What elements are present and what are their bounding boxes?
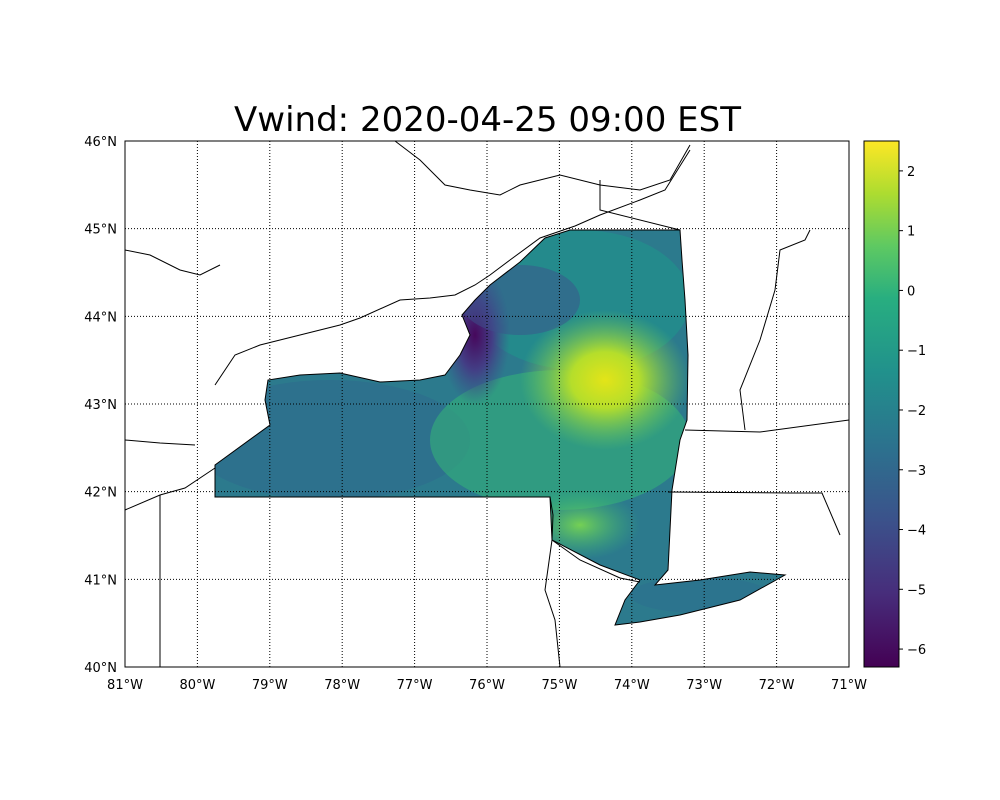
y-tick-label: 45°N (84, 223, 117, 238)
y-tick-label: 43°N (84, 398, 117, 413)
x-tick-label: 79°W (252, 678, 288, 693)
colorbar (863, 140, 900, 668)
gridlines (125, 141, 849, 667)
x-tick-label: 76°W (469, 678, 505, 693)
colorbar-tick-label: 2 (907, 165, 915, 180)
coastlines (124, 140, 850, 668)
y-tick-label: 46°N (84, 135, 117, 150)
x-tick-label: 78°W (324, 678, 360, 693)
colorbar-tick-label: 1 (907, 225, 915, 240)
x-tick-label: 81°W (107, 678, 143, 693)
colorbar-tick-label: −5 (907, 583, 926, 598)
colorbar-tick-label: −6 (907, 643, 926, 658)
vwind-field (215, 230, 785, 625)
plot-frame (124, 140, 850, 668)
colorbar-tick-label: −3 (907, 464, 926, 479)
colorbar-tick-label: 0 (907, 284, 915, 299)
colorbar-tick-label: −2 (907, 404, 926, 419)
x-tick-label: 71°W (831, 678, 867, 693)
chart-title: Vwind: 2020-04-25 09:00 EST (234, 100, 741, 140)
x-tick-label: 75°W (541, 678, 577, 693)
y-tick-label: 44°N (84, 310, 117, 325)
y-tick-label: 41°N (84, 573, 117, 588)
x-tick-label: 72°W (759, 678, 795, 693)
y-tick-label: 40°N (84, 661, 117, 676)
colorbar-tick-label: −1 (907, 344, 926, 359)
x-tick-label: 77°W (397, 678, 433, 693)
new-york-outline (214, 229, 787, 626)
x-tick-label: 80°W (179, 678, 215, 693)
colorbar-tick-label: −4 (907, 524, 926, 539)
x-tick-label: 74°W (614, 678, 650, 693)
y-tick-label: 42°N (84, 486, 117, 501)
x-tick-label: 73°W (686, 678, 722, 693)
